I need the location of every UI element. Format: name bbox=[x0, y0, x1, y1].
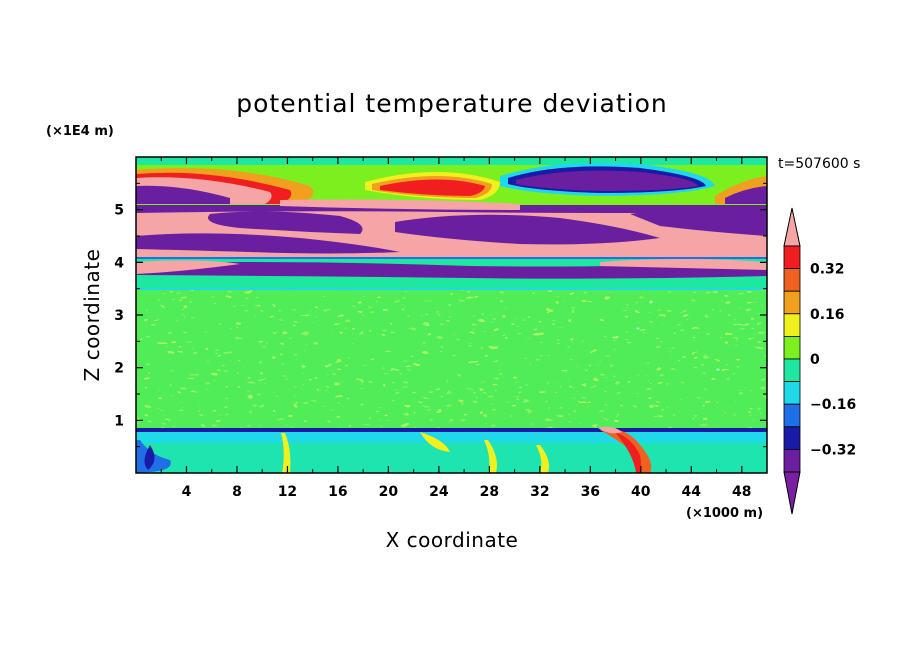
field-surface-green bbox=[136, 443, 767, 473]
x-tick-label: 24 bbox=[429, 484, 449, 500]
y-unit-label: (×1E4 m) bbox=[46, 124, 114, 139]
field-surface-blue bbox=[136, 428, 767, 432]
x-ticks: 4 8 12 16 20 24 28 32 36 40 44 48 bbox=[160, 157, 752, 500]
colorbar: 0.32 0.16 0 −0.16 −0.32 bbox=[783, 207, 856, 515]
y-tick-label: 2 bbox=[114, 361, 124, 377]
field-band-z38-pink2 bbox=[600, 259, 767, 270]
y-tick-label: 3 bbox=[114, 308, 124, 324]
y-tick-label: 4 bbox=[114, 255, 124, 271]
x-tick-label: 36 bbox=[581, 484, 600, 500]
colorbar-under-triangle bbox=[783, 471, 801, 515]
colorbar-label: −0.16 bbox=[810, 397, 856, 413]
field-lens-right-purple bbox=[516, 170, 698, 191]
field-lens-far-right-purple bbox=[725, 186, 767, 204]
x-tick-label: 32 bbox=[530, 484, 549, 500]
x-tick-label: 12 bbox=[278, 484, 297, 500]
colorbar-bin bbox=[783, 403, 801, 428]
x-tick-label: 20 bbox=[379, 484, 399, 500]
time-label: t=507600 s bbox=[778, 156, 860, 172]
field-surface-yellow-3 bbox=[484, 440, 497, 473]
field-surface-pink bbox=[598, 426, 622, 434]
field-surface-red-core bbox=[615, 432, 641, 473]
colorbar-over-triangle bbox=[783, 207, 801, 247]
field-upper-purple-1 bbox=[136, 233, 400, 254]
heatmap-field bbox=[136, 157, 767, 473]
field-upper-purple-2 bbox=[208, 211, 363, 234]
field-surface-yellow-2 bbox=[420, 432, 450, 452]
colorbar-label: 0.16 bbox=[810, 307, 845, 323]
x-tick-label: 8 bbox=[232, 484, 242, 500]
colorbar-label: 0 bbox=[810, 352, 820, 368]
colorbar-bin bbox=[783, 381, 801, 405]
y-axis-label: Z coordinate bbox=[80, 249, 104, 382]
colorbar-bin bbox=[783, 335, 801, 360]
field-surface-plume-left2 bbox=[144, 445, 155, 470]
field-upper-purple-4 bbox=[630, 207, 767, 236]
colorbar-bin bbox=[783, 313, 801, 337]
colorbar-bin bbox=[783, 290, 801, 315]
y-ticks: 1 2 3 4 5 bbox=[114, 182, 767, 448]
colorbar-bin bbox=[783, 426, 801, 450]
y-tick-label: 5 bbox=[114, 203, 124, 219]
field-surface-yellow-4 bbox=[536, 445, 549, 473]
x-axis-label: X coordinate bbox=[386, 528, 519, 552]
field-top-teal bbox=[136, 157, 767, 165]
x-tick-label: 40 bbox=[631, 484, 651, 500]
x-tick-label: 48 bbox=[732, 484, 751, 500]
colorbar-bin bbox=[783, 245, 801, 270]
x-tick-label: 4 bbox=[182, 484, 192, 500]
x-tick-label: 28 bbox=[480, 484, 499, 500]
colorbar-label: 0.32 bbox=[810, 262, 845, 278]
field-surface-yellow-1 bbox=[281, 433, 291, 473]
field-band-3p5 bbox=[136, 287, 767, 290]
field-upper-purple-3 bbox=[395, 214, 660, 245]
field-lens-left-purple bbox=[136, 185, 230, 204]
colorbar-bin bbox=[783, 358, 801, 383]
field-texture bbox=[136, 290, 767, 430]
field-upper-pink-stripe bbox=[280, 199, 520, 210]
field-band-z38-pink bbox=[136, 260, 240, 274]
colorbar-bin bbox=[783, 268, 801, 292]
chart-title: potential temperature deviation bbox=[236, 89, 667, 118]
y-tick-label: 1 bbox=[114, 413, 124, 429]
colorbar-bin bbox=[783, 448, 801, 473]
colorbar-label: −0.32 bbox=[810, 442, 856, 458]
field-band-z39-blue bbox=[136, 256, 767, 259]
x-tick-label: 44 bbox=[682, 484, 702, 500]
field-lens-mid-red bbox=[380, 179, 485, 196]
x-unit-label: (×1000 m) bbox=[686, 506, 763, 521]
x-tick-label: 16 bbox=[328, 484, 347, 500]
